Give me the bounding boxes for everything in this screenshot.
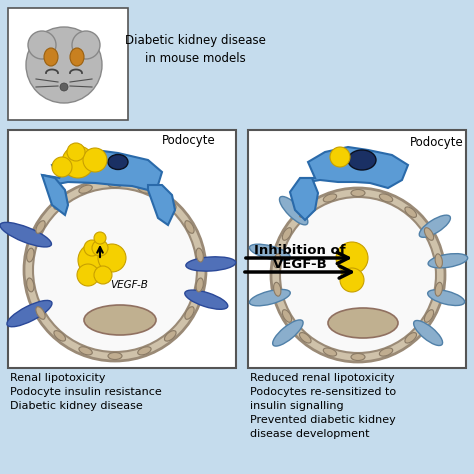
Ellipse shape: [164, 331, 176, 341]
Ellipse shape: [70, 48, 84, 66]
Ellipse shape: [323, 194, 337, 202]
Circle shape: [26, 27, 102, 103]
Ellipse shape: [185, 307, 194, 319]
Text: Prevented diabetic kidney: Prevented diabetic kidney: [250, 415, 396, 425]
Ellipse shape: [300, 207, 311, 218]
Text: Reduced renal lipotoxicity: Reduced renal lipotoxicity: [250, 373, 395, 383]
Text: Diabetic kidney disease: Diabetic kidney disease: [125, 34, 265, 46]
Circle shape: [94, 232, 106, 244]
FancyBboxPatch shape: [8, 130, 236, 368]
Ellipse shape: [249, 244, 290, 261]
Ellipse shape: [196, 248, 203, 262]
Ellipse shape: [185, 221, 194, 233]
Circle shape: [271, 188, 445, 362]
Ellipse shape: [249, 290, 290, 306]
Polygon shape: [42, 175, 68, 215]
Ellipse shape: [108, 353, 122, 359]
Ellipse shape: [283, 310, 292, 322]
Circle shape: [330, 147, 350, 167]
Ellipse shape: [405, 333, 417, 343]
Ellipse shape: [196, 278, 203, 292]
Ellipse shape: [164, 199, 176, 210]
Ellipse shape: [84, 305, 156, 335]
Ellipse shape: [424, 310, 434, 322]
Text: insulin signalling: insulin signalling: [250, 401, 344, 411]
Ellipse shape: [79, 347, 92, 355]
Ellipse shape: [283, 228, 292, 240]
Text: Diabetic kidney disease: Diabetic kidney disease: [10, 401, 143, 411]
Circle shape: [94, 266, 112, 284]
Text: VEGF-B: VEGF-B: [273, 258, 328, 272]
Ellipse shape: [186, 257, 236, 271]
Ellipse shape: [405, 207, 417, 218]
Text: Renal lipotoxicity: Renal lipotoxicity: [10, 373, 106, 383]
Text: Podocyte: Podocyte: [162, 134, 216, 146]
Polygon shape: [42, 150, 162, 190]
Circle shape: [67, 143, 85, 161]
Circle shape: [78, 243, 112, 277]
Ellipse shape: [7, 301, 52, 327]
Ellipse shape: [351, 190, 365, 197]
Circle shape: [340, 268, 364, 292]
Polygon shape: [300, 147, 408, 188]
Text: Podocytes re-sensitized to: Podocytes re-sensitized to: [250, 387, 396, 397]
Ellipse shape: [54, 331, 65, 341]
Ellipse shape: [351, 354, 365, 361]
Polygon shape: [148, 185, 175, 225]
Ellipse shape: [54, 199, 65, 210]
Circle shape: [92, 240, 108, 256]
Ellipse shape: [428, 290, 465, 306]
Ellipse shape: [428, 254, 468, 268]
FancyBboxPatch shape: [8, 8, 128, 120]
Ellipse shape: [424, 228, 434, 240]
Text: Inhibition of: Inhibition of: [254, 244, 346, 256]
Ellipse shape: [79, 185, 92, 193]
Ellipse shape: [379, 194, 393, 202]
Text: in mouse models: in mouse models: [145, 52, 246, 64]
Text: disease development: disease development: [250, 429, 370, 439]
Ellipse shape: [280, 196, 308, 225]
Circle shape: [84, 240, 100, 256]
Circle shape: [62, 146, 94, 178]
Ellipse shape: [348, 150, 376, 170]
Text: Podocyte: Podocyte: [410, 136, 464, 148]
Circle shape: [60, 83, 68, 91]
Ellipse shape: [27, 248, 34, 262]
Ellipse shape: [108, 155, 128, 170]
Ellipse shape: [328, 308, 398, 338]
Ellipse shape: [323, 348, 337, 356]
Ellipse shape: [27, 278, 34, 292]
Ellipse shape: [273, 320, 303, 346]
Circle shape: [98, 244, 126, 272]
Ellipse shape: [108, 181, 122, 188]
Circle shape: [280, 197, 436, 353]
Ellipse shape: [138, 185, 151, 193]
Ellipse shape: [419, 215, 450, 237]
Circle shape: [24, 179, 206, 361]
Ellipse shape: [300, 333, 311, 343]
Text: VEGF-B: VEGF-B: [110, 280, 148, 290]
Circle shape: [83, 148, 107, 172]
Text: Podocyte insulin resistance: Podocyte insulin resistance: [10, 387, 162, 397]
Ellipse shape: [273, 283, 281, 296]
Circle shape: [72, 31, 100, 59]
Ellipse shape: [414, 320, 443, 346]
Circle shape: [77, 264, 99, 286]
Ellipse shape: [0, 222, 52, 247]
Ellipse shape: [379, 348, 393, 356]
Ellipse shape: [44, 48, 58, 66]
Circle shape: [336, 242, 368, 274]
Ellipse shape: [185, 290, 228, 310]
Ellipse shape: [36, 221, 45, 233]
Polygon shape: [290, 178, 318, 220]
Ellipse shape: [435, 254, 442, 268]
Circle shape: [52, 157, 72, 177]
Ellipse shape: [36, 307, 45, 319]
Circle shape: [33, 188, 197, 352]
Circle shape: [28, 31, 56, 59]
Ellipse shape: [273, 254, 281, 268]
Ellipse shape: [435, 283, 442, 296]
FancyBboxPatch shape: [248, 130, 466, 368]
Ellipse shape: [138, 347, 151, 355]
